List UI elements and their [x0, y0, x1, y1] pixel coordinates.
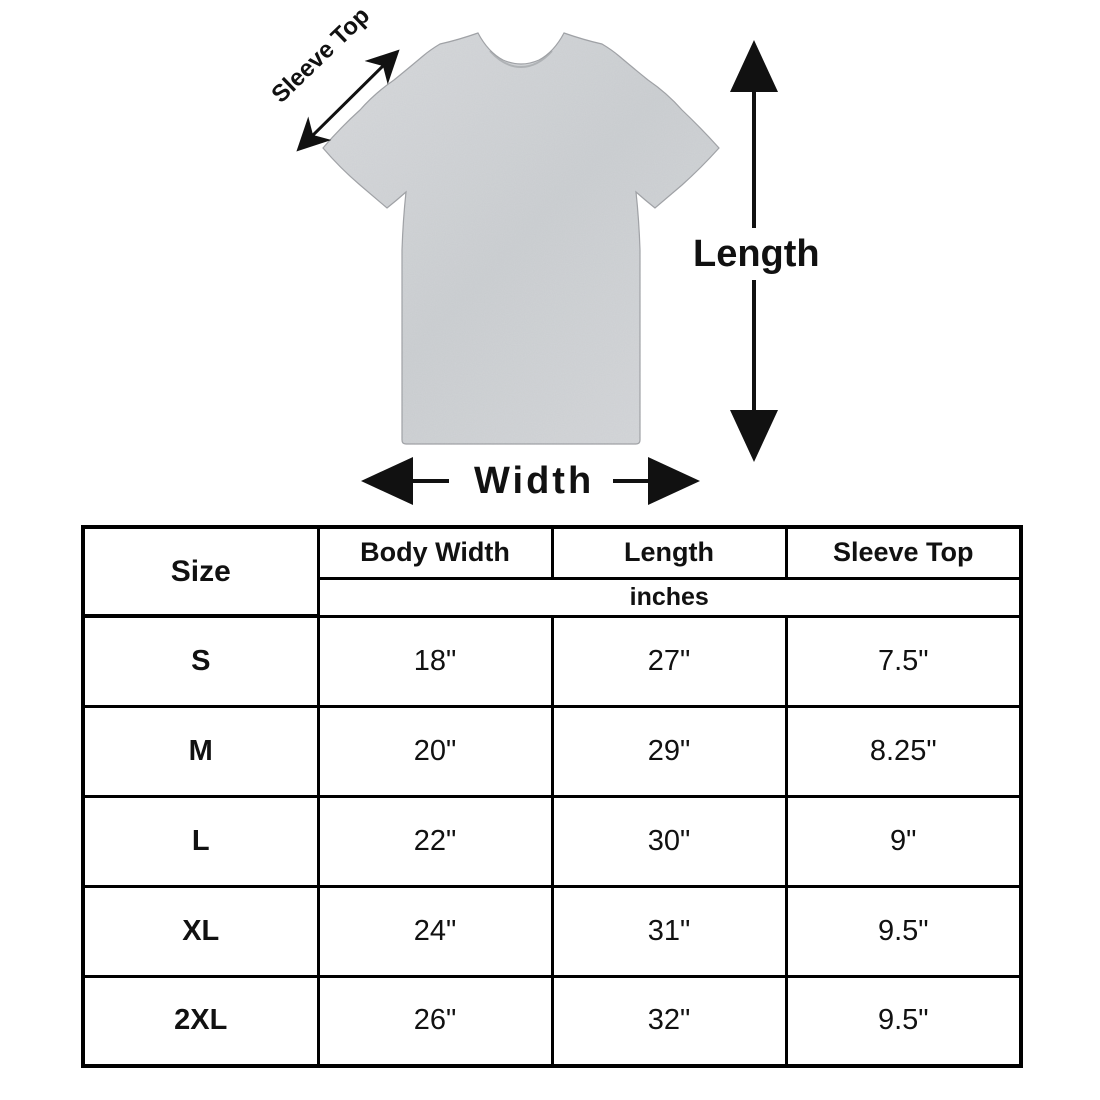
svg-text:Length: Length — [693, 233, 820, 275]
svg-text:Width: Width — [474, 460, 594, 502]
svg-text:Sleeve Top: Sleeve Top — [266, 2, 375, 108]
